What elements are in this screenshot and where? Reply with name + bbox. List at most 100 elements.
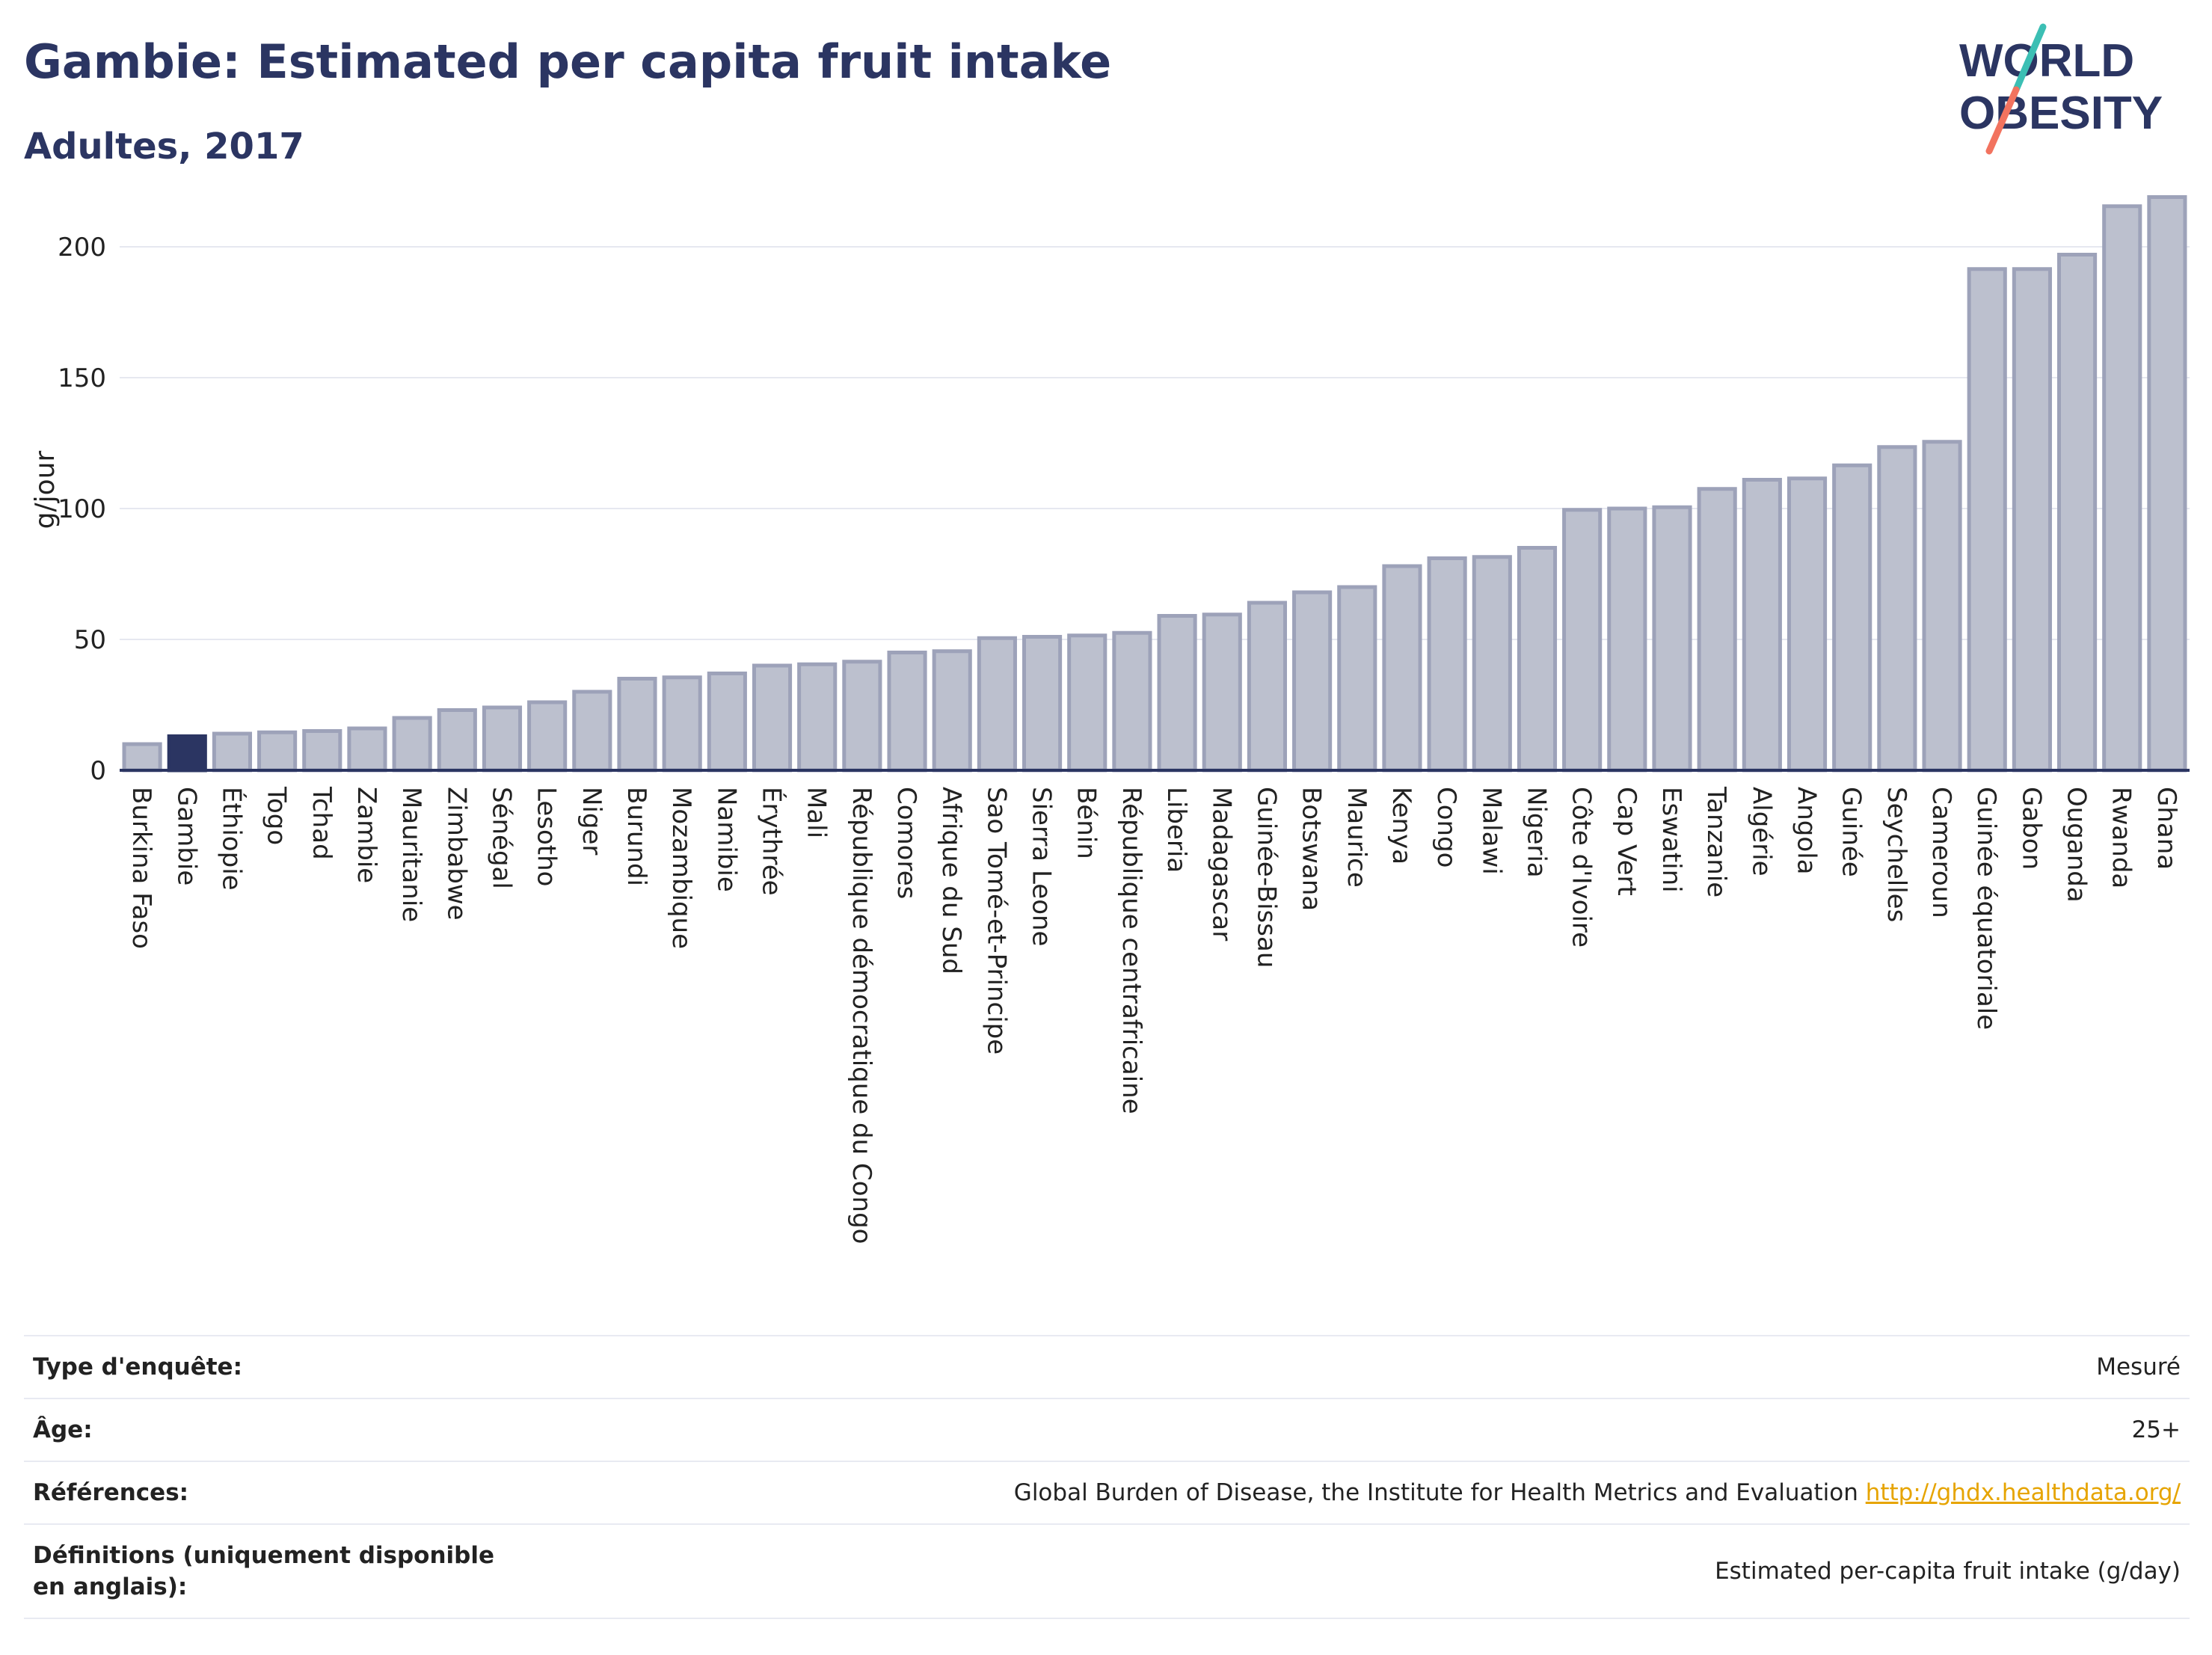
info-label: Âge:	[24, 1398, 520, 1461]
bar-tanzanie[interactable]	[1697, 487, 1737, 773]
bar-nigeria[interactable]	[1517, 546, 1558, 773]
bar-mali[interactable]	[797, 662, 838, 773]
bar-malawi[interactable]	[1472, 555, 1512, 773]
bar-sierra-leone[interactable]	[1021, 635, 1063, 773]
x-tick-label: Guinée-Bissau	[1251, 787, 1281, 968]
bar--thiopie[interactable]	[212, 731, 253, 773]
x-tick-label: Eswatini	[1656, 787, 1686, 893]
bar-kenya[interactable]	[1382, 564, 1422, 773]
bar-r-publique-d-mocratique-du-congo[interactable]	[842, 660, 882, 773]
bar-burundi[interactable]	[617, 677, 657, 773]
x-tick-label: Gambie	[171, 787, 201, 885]
y-tick-label: 100	[58, 494, 106, 524]
bar-guin-e[interactable]	[1832, 463, 1872, 773]
bar-niger[interactable]	[572, 690, 612, 773]
bar-c-te-d-ivoire[interactable]	[1562, 508, 1603, 773]
bar-mauritanie[interactable]	[392, 716, 432, 773]
bar-guin-e-bissau[interactable]	[1247, 601, 1288, 773]
y-tick-label: 200	[58, 233, 106, 262]
bar-congo[interactable]	[1427, 556, 1467, 773]
bar-eswatini[interactable]	[1652, 505, 1692, 773]
x-tick-label: Sao Tomé-et-Principe	[981, 787, 1011, 1054]
bar-afrique-du-sud[interactable]	[932, 649, 972, 773]
bar-cameroun[interactable]	[1922, 440, 1962, 773]
info-value: Mesuré	[520, 1335, 2190, 1398]
x-tick-label: Mali	[802, 787, 832, 838]
info-label: Définitions (uniquement disponible en an…	[24, 1523, 520, 1619]
x-tick-label: Ouganda	[2062, 787, 2092, 903]
bar-lesotho[interactable]	[527, 700, 568, 773]
bar-zimbabwe[interactable]	[437, 708, 477, 773]
x-tick-label: Cap Vert	[1612, 787, 1641, 896]
x-tick-label: Malawi	[1476, 787, 1506, 875]
bar-rwanda[interactable]	[2102, 204, 2142, 773]
bar-mozambique[interactable]	[662, 675, 702, 773]
bar-angola[interactable]	[1787, 476, 1828, 773]
x-tick-label: Nigeria	[1521, 787, 1551, 878]
bar-burkina-faso[interactable]	[122, 742, 162, 773]
x-tick-label: Mauritanie	[396, 787, 426, 922]
x-tick-label: Ghana	[2151, 787, 2181, 870]
bar-namibie[interactable]	[707, 672, 747, 773]
logo-slash-teal	[2012, 23, 2047, 93]
bar-r-publique-centrafricaine[interactable]	[1112, 630, 1152, 773]
x-tick-label: Zimbabwe	[441, 787, 471, 921]
bar-tchad[interactable]	[302, 729, 342, 773]
x-tick-label: Burundi	[621, 787, 651, 886]
bar-cap-vert[interactable]	[1607, 506, 1647, 773]
bars	[122, 195, 2187, 773]
chart-title: Gambie: Estimated per capita fruit intak…	[24, 34, 1112, 89]
x-tick-label: Érythrée	[757, 787, 787, 896]
x-tick-label: Burkina Faso	[126, 787, 156, 949]
x-tick-label: Tanzanie	[1701, 786, 1731, 897]
x-tick-label: Lesotho	[532, 787, 562, 886]
world-obesity-logo: WORLD OBESITY	[1959, 23, 2163, 155]
x-tick-label: Namibie	[711, 787, 741, 892]
info-label: Références:	[24, 1461, 520, 1524]
info-row-definitions: Définitions (uniquement disponible en an…	[24, 1523, 2190, 1619]
bar-chart: 0 50 100 150 200 Burkina Faso Gambie Éthiopie T…	[30, 195, 2190, 1244]
bar-comores[interactable]	[887, 651, 927, 773]
logo-word-world: WORLD	[1959, 35, 2134, 87]
bar-togo[interactable]	[257, 730, 298, 773]
bar-b-nin[interactable]	[1067, 633, 1107, 773]
x-tick-label: Seychelles	[1881, 787, 1911, 922]
bar-gabon[interactable]	[2012, 267, 2052, 773]
x-tick-label: Niger	[577, 787, 606, 855]
x-tick-label: Guinée	[1837, 787, 1867, 877]
x-tick-label: République centrafricaine	[1116, 787, 1146, 1114]
bar-ouganda[interactable]	[2056, 253, 2098, 773]
x-tick-label: Zambie	[351, 787, 381, 883]
bar--rythr-e[interactable]	[752, 663, 793, 773]
bar-guin-e-quatoriale[interactable]	[1967, 267, 2007, 773]
x-tick-label: Madagascar	[1206, 787, 1236, 941]
x-tick-label: Bénin	[1072, 787, 1102, 859]
bar-madagascar[interactable]	[1202, 612, 1242, 773]
y-tick-label: 150	[58, 363, 106, 393]
bar-sao-tom-et-principe[interactable]	[977, 636, 1017, 773]
bar-zambie[interactable]	[347, 726, 387, 773]
x-tick-label: Congo	[1431, 787, 1461, 868]
info-value: Estimated per-capita fruit intake (g/day…	[520, 1523, 2190, 1619]
bar-s-n-gal[interactable]	[482, 705, 523, 773]
x-tick-label: Gabon	[2016, 787, 2046, 870]
x-tick-label: Kenya	[1386, 787, 1416, 865]
info-row-survey-type: Type d'enquête: Mesuré	[24, 1335, 2190, 1398]
bar-gambie[interactable]	[167, 734, 207, 773]
x-tick-label: Sénégal	[486, 787, 516, 889]
bar-liberia[interactable]	[1157, 614, 1197, 773]
bar-ghana[interactable]	[2147, 195, 2187, 773]
bar-maurice[interactable]	[1337, 585, 1377, 773]
bar-alg-rie[interactable]	[1742, 478, 1782, 773]
x-tick-label: Comores	[891, 787, 921, 899]
reference-link[interactable]: http://ghdx.healthdata.org/	[1865, 1479, 2181, 1506]
logo-slash-coral	[1985, 86, 2020, 155]
logo-word-obesity: OBESITY	[1959, 87, 2163, 139]
axes: 0 50 100 150 200	[58, 233, 2190, 786]
y-tick-label: 0	[90, 756, 106, 786]
bar-seychelles[interactable]	[1877, 445, 1917, 773]
x-tick-label: Angola	[1792, 787, 1822, 874]
x-tick-label: Éthiopie	[216, 787, 247, 891]
x-tick-label: Tchad	[307, 786, 337, 860]
bar-botswana[interactable]	[1292, 590, 1333, 773]
